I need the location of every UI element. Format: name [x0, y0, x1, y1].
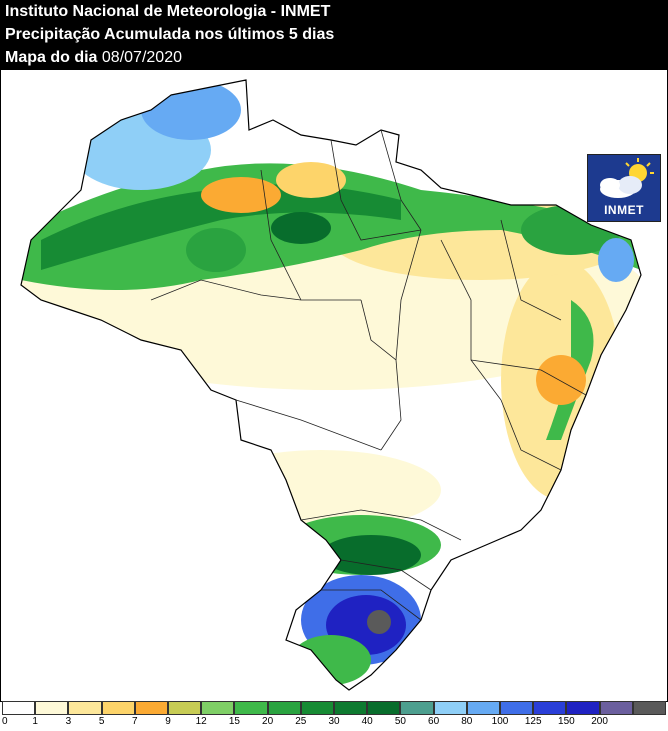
legend-labels: 0 1 3 5 7 9 12 15 20 25 30 40 50 60 80 100 125 150 200	[0, 716, 668, 730]
legend-swatch	[599, 701, 633, 715]
legend-label: 15	[228, 716, 240, 727]
legend-swatch	[466, 701, 501, 715]
legend-label: 5	[98, 716, 105, 727]
legend-swatch	[168, 701, 202, 715]
legend-label: 50	[394, 716, 406, 727]
legend-swatch	[300, 701, 335, 715]
legend-swatch	[533, 701, 567, 715]
legend-label: 0	[2, 716, 8, 727]
legend-label: 20	[262, 716, 274, 727]
legend-label: 200	[591, 716, 608, 727]
legend-label: 150	[558, 716, 575, 727]
legend-swatch	[68, 701, 102, 715]
legend-label: 12	[195, 716, 207, 727]
inmet-logo: INMET	[587, 154, 661, 222]
map-date: 08/07/2020	[101, 49, 182, 66]
legend-label: 60	[428, 716, 440, 727]
institute-title: Instituto Nacional de Meteorologia - INM…	[5, 3, 331, 20]
legend-swatch	[433, 701, 467, 715]
legend-label: 100	[491, 716, 509, 727]
legend-swatch	[267, 701, 301, 715]
map-subtitle: Precipitação Acumulada nos últimos 5 dia…	[5, 26, 335, 43]
legend-swatch	[367, 701, 401, 715]
legend-label: 80	[461, 716, 473, 727]
legend-swatch	[400, 701, 434, 715]
precipitation-legend: 0 1 3 5 7 9 12 15 20 25 30 40 50 60 80 100 125 150 200	[0, 701, 668, 731]
legend-label: 1	[32, 716, 38, 727]
map-date-line: Mapa do dia 08/07/2020	[5, 49, 182, 67]
legend-label: 30	[328, 716, 340, 727]
map-header: Instituto Nacional de Meteorologia - INM…	[0, 0, 668, 70]
legend-swatch	[234, 701, 268, 715]
legend-label: 40	[361, 716, 373, 727]
legend-color-bar	[2, 701, 667, 715]
legend-swatch	[500, 701, 534, 715]
legend-swatch	[101, 701, 135, 715]
legend-label: 9	[165, 716, 171, 727]
brazil-outline	[20, 79, 642, 691]
legend-swatch	[632, 701, 667, 715]
legend-label: 3	[65, 716, 72, 727]
legend-swatch	[334, 701, 368, 715]
cloud-sun-icon	[600, 158, 654, 198]
state-borders	[150, 129, 587, 621]
legend-swatch	[2, 701, 36, 715]
legend-swatch	[35, 701, 69, 715]
rainfall-fill	[21, 80, 641, 690]
map-date-prefix: Mapa do dia	[5, 49, 98, 66]
legend-swatch	[201, 701, 235, 715]
precipitation-map: INMET	[0, 70, 668, 702]
legend-label: 7	[132, 716, 138, 727]
legend-swatch	[134, 701, 169, 715]
legend-swatch	[566, 701, 600, 715]
legend-label: 125	[524, 716, 542, 727]
brazil-map-svg	[20, 79, 642, 691]
legend-label: 25	[295, 716, 307, 727]
logo-text: INMET	[604, 203, 644, 217]
